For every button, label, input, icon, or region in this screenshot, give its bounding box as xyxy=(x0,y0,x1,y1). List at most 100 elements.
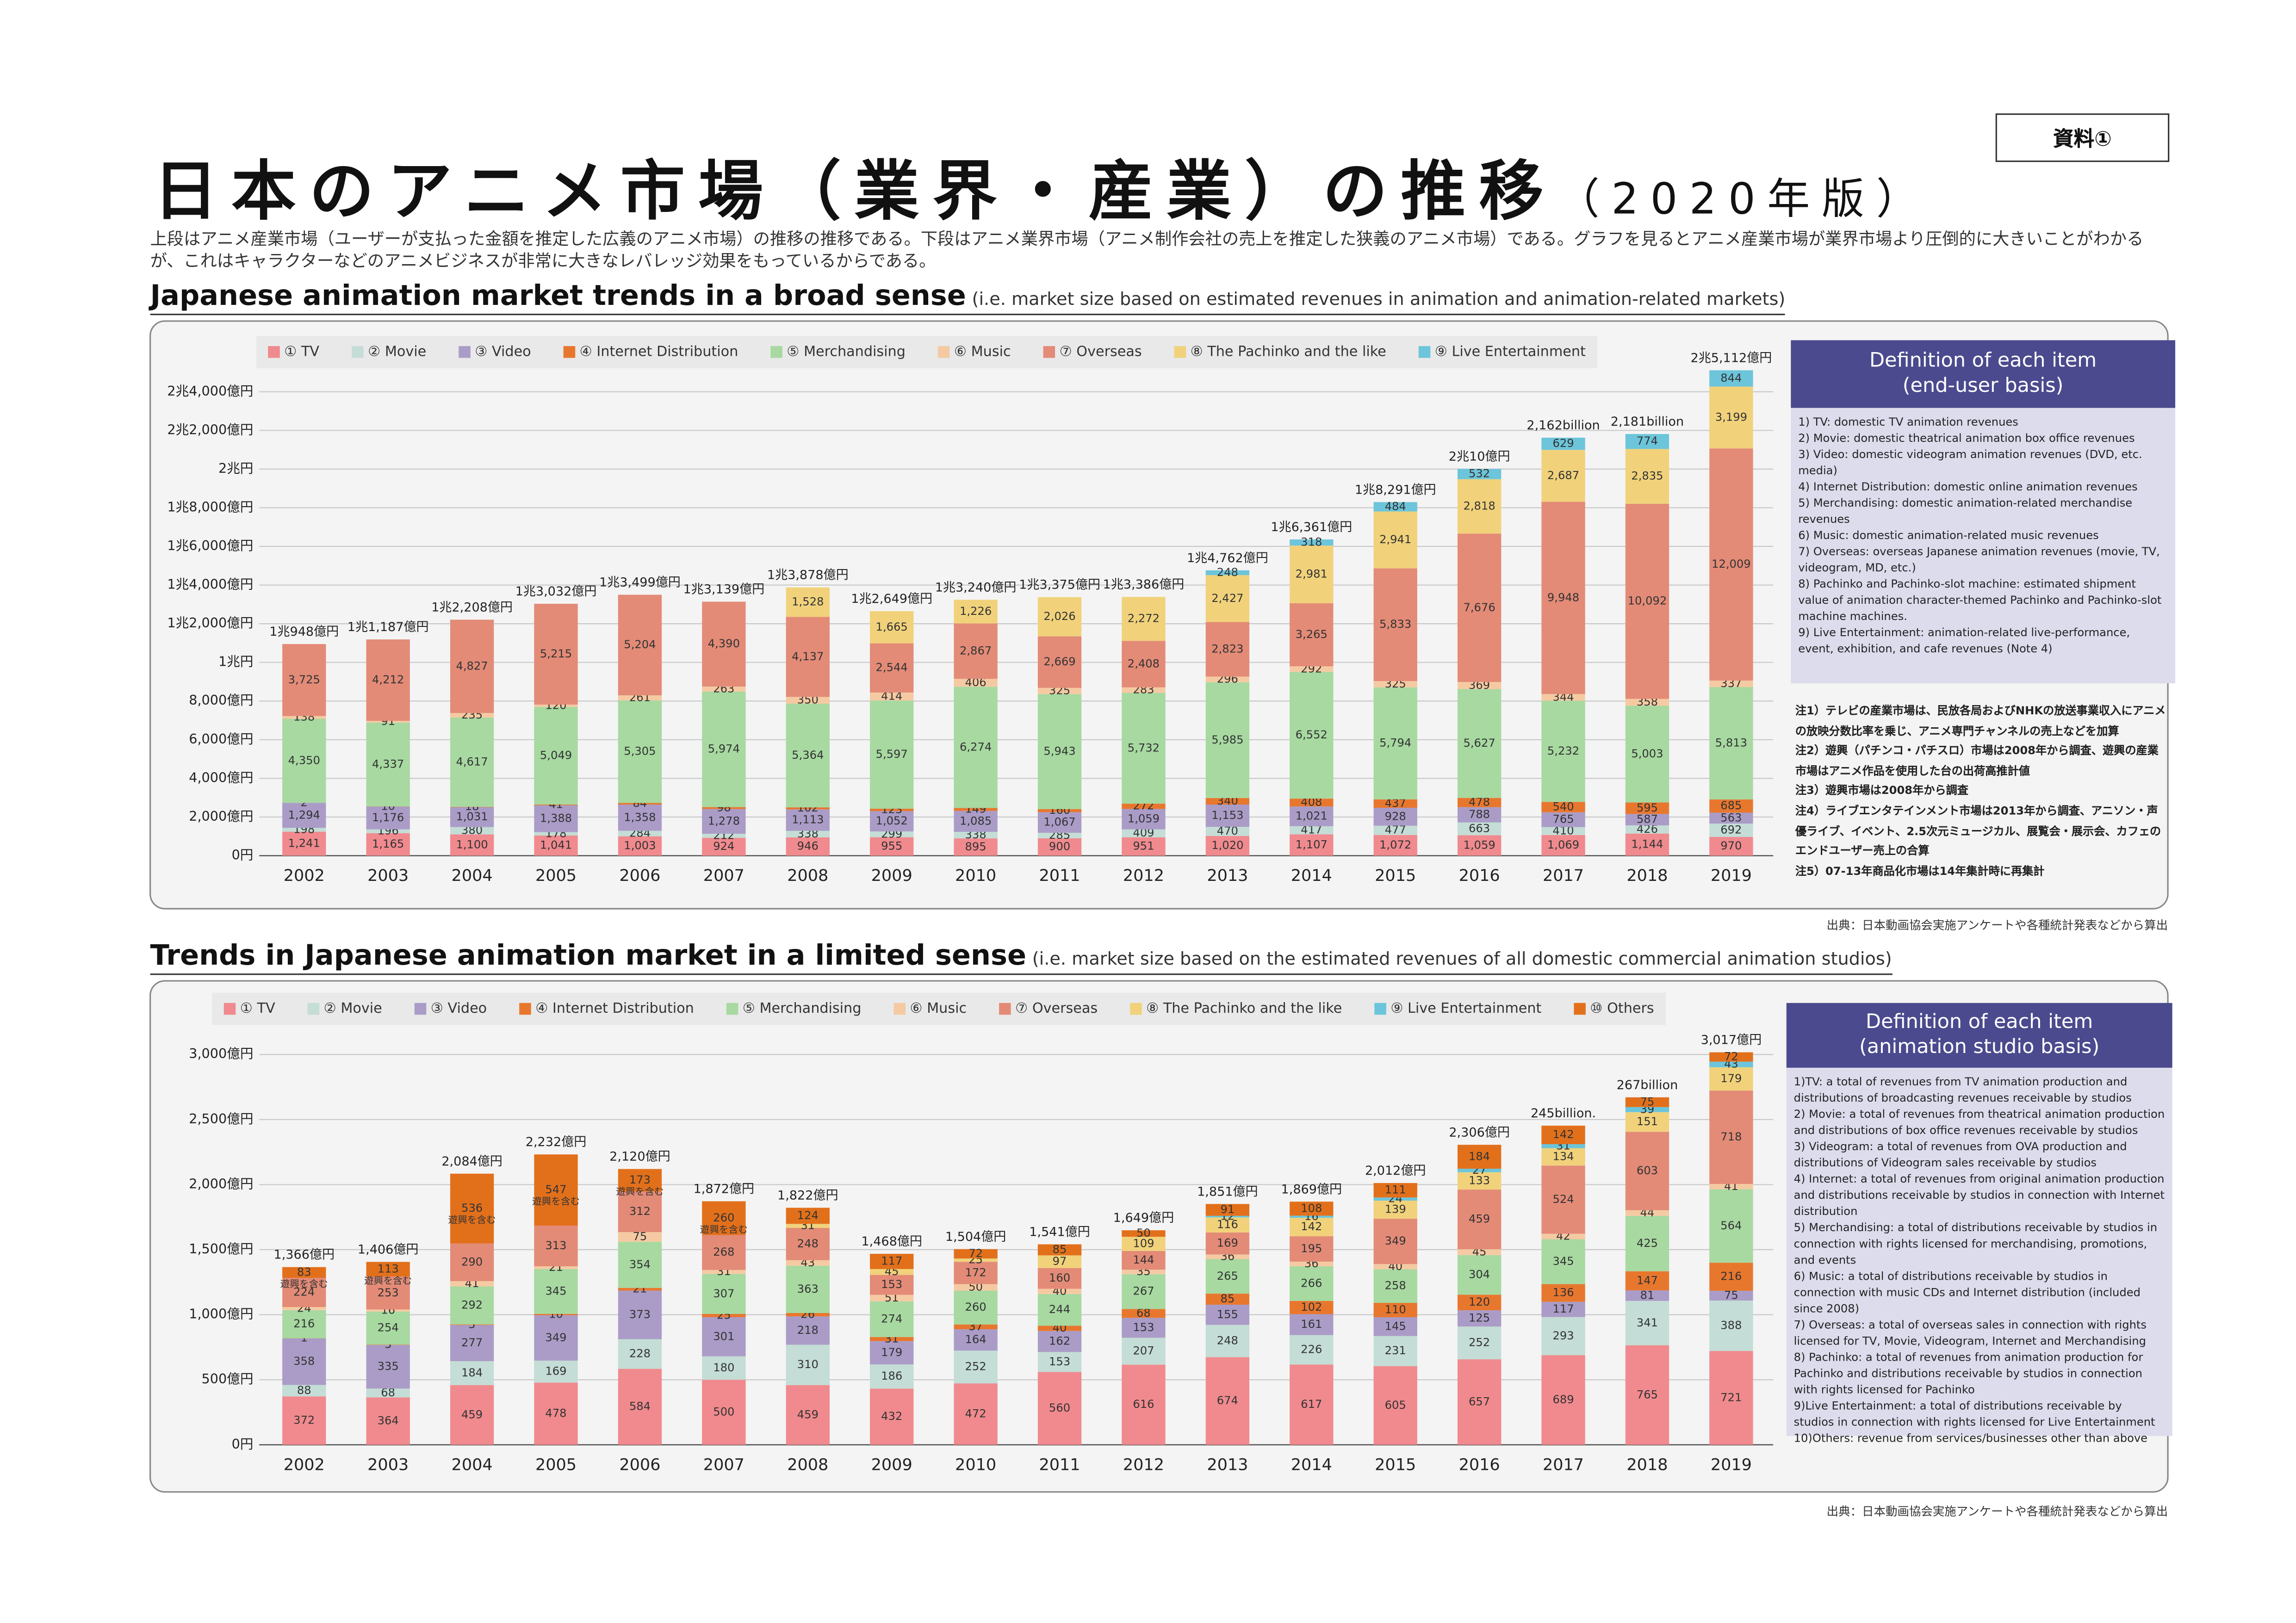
bar-segment xyxy=(1290,603,1334,667)
bar-segment xyxy=(1037,832,1082,838)
data-label: 3,199 xyxy=(1715,410,1747,423)
bar-segment xyxy=(954,811,998,832)
bar-segment xyxy=(1205,1217,1250,1233)
legend-swatch xyxy=(1174,346,1186,358)
data-label: 372 xyxy=(293,1414,315,1427)
bar-segment xyxy=(366,806,410,830)
data-label: 1,069 xyxy=(1547,838,1579,851)
x-tick-label: 2007 xyxy=(703,867,745,885)
data-label: 5,974 xyxy=(708,743,740,756)
bar-segment xyxy=(534,1382,578,1445)
section-heading: Trends in Japanese animation market in a… xyxy=(150,940,1892,975)
y-tick-label: 2兆円 xyxy=(218,460,253,476)
bar-segment xyxy=(282,1338,326,1385)
data-label: 1,241 xyxy=(288,837,320,850)
total-label: 1,851億円 xyxy=(1197,1184,1258,1199)
bar-segment xyxy=(870,643,914,693)
bar-segment xyxy=(618,804,662,831)
data-label: 169 xyxy=(545,1365,566,1378)
total-label: 2,181billion xyxy=(1611,415,1684,429)
bar-segment xyxy=(1541,1148,1585,1166)
data-label: 75 xyxy=(1640,1095,1655,1108)
data-label: 2,818 xyxy=(1464,500,1496,513)
bar-segment xyxy=(702,686,746,692)
legend-swatch xyxy=(352,346,364,358)
bar-segment xyxy=(1122,809,1166,830)
x-tick-label: 2004 xyxy=(452,1456,493,1474)
bar-segment xyxy=(366,1388,410,1398)
bar-segment xyxy=(786,1313,830,1317)
data-label: 718 xyxy=(1720,1130,1742,1143)
bar-segment xyxy=(1037,812,1082,833)
data-label: 313 xyxy=(545,1239,566,1252)
bar-segment xyxy=(954,1284,998,1291)
data-label: 2,544 xyxy=(876,661,908,674)
data-label: 258 xyxy=(1385,1279,1406,1292)
bar-segment xyxy=(1373,1201,1417,1219)
data-label: 617 xyxy=(1301,1398,1322,1411)
data-label: 85 xyxy=(1053,1243,1067,1256)
x-tick-label: 2016 xyxy=(1459,867,1500,885)
x-tick-label: 2019 xyxy=(1711,867,1752,885)
data-label: 293 xyxy=(1552,1329,1574,1342)
bar-segment xyxy=(366,639,410,721)
x-tick-label: 2018 xyxy=(1626,867,1668,885)
bar-segment xyxy=(1205,1325,1250,1357)
bar-segment xyxy=(366,1345,410,1389)
data-label: 1,085 xyxy=(960,814,992,827)
data-label: 946 xyxy=(797,840,819,853)
total-label: 2,012億円 xyxy=(1365,1164,1426,1178)
legend-swatch xyxy=(726,1003,738,1015)
bar-segment xyxy=(1122,1230,1166,1237)
bar-segment xyxy=(954,1258,998,1262)
bar-segment xyxy=(534,1315,578,1361)
total-label: 1,504億円 xyxy=(945,1230,1006,1244)
data-label: 5,049 xyxy=(540,749,572,762)
y-tick-label: 1兆2,000億円 xyxy=(167,615,253,631)
data-label: 116 xyxy=(1217,1218,1238,1231)
bar-segment xyxy=(1122,597,1166,641)
bar-segment xyxy=(450,1243,494,1282)
bar-segment xyxy=(1122,1237,1166,1251)
data-label: 97 xyxy=(1053,1255,1067,1268)
bar-segment xyxy=(618,700,662,803)
bar-segment xyxy=(1373,799,1417,808)
bar-segment xyxy=(1457,1295,1502,1311)
bar-segment xyxy=(1625,814,1669,825)
bar-segment xyxy=(786,587,830,617)
y-tick-label: 4,000億円 xyxy=(189,769,253,785)
data-label: 184 xyxy=(461,1366,483,1379)
data-label: 125 xyxy=(1469,1312,1490,1325)
bar-segment xyxy=(618,1242,662,1288)
bar-segment xyxy=(870,692,914,701)
bar-segment xyxy=(1709,687,1753,799)
bar-segment xyxy=(702,837,746,856)
total-label: 1,869億円 xyxy=(1281,1182,1342,1196)
definition-item: 9)Live Entertainment: a total of distrib… xyxy=(1793,1399,2155,1429)
bar-segment xyxy=(786,703,830,808)
bar-segment xyxy=(1122,1251,1166,1270)
total-label: 1兆2,649億円 xyxy=(851,592,932,606)
data-label: 1,153 xyxy=(1211,809,1243,822)
data-label: 266 xyxy=(1301,1276,1322,1289)
bar-segment xyxy=(534,1269,578,1314)
data-label: 252 xyxy=(965,1360,987,1373)
bar-segment xyxy=(954,600,998,624)
bar-segment xyxy=(1541,438,1585,450)
bar-segment xyxy=(954,623,998,679)
legend-label: ④ Internet Distribution xyxy=(580,343,738,359)
data-label: 1,059 xyxy=(1464,838,1496,851)
bar-segment xyxy=(534,604,578,705)
bar-segment xyxy=(702,1201,746,1235)
y-tick-label: 0円 xyxy=(232,847,254,862)
x-tick-label: 2012 xyxy=(1123,867,1164,885)
legend-swatch xyxy=(459,346,471,358)
bar-segment xyxy=(1037,636,1082,688)
bar-segment xyxy=(534,805,578,832)
bar-segment xyxy=(282,1310,326,1338)
total-label: 1兆3,375億円 xyxy=(1019,578,1100,592)
bar-segment xyxy=(1709,1351,1753,1445)
bar-segment xyxy=(1625,699,1669,706)
total-label: 1兆1,187億円 xyxy=(348,620,429,634)
